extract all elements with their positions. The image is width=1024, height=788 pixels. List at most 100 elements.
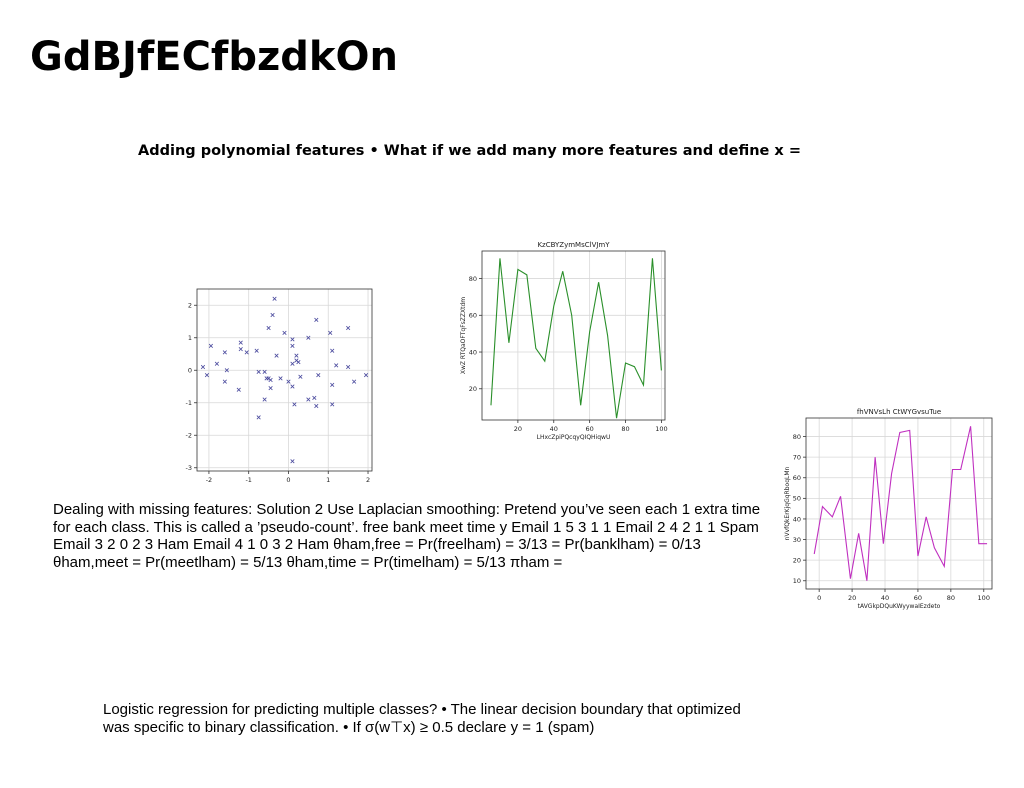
magenta-chart-y-tick-label: 10 [793,577,801,585]
green-chart-x-tick-label: 40 [550,425,558,433]
scatter-chart-point-marker [290,337,295,342]
scatter-chart-point [352,379,357,384]
scatter-chart-point [290,361,295,366]
green-chart-x-tick-label: 20 [514,425,522,433]
scatter-chart-point-marker [204,373,210,378]
scatter-chart-point [214,361,219,366]
scatter-chart-point [334,363,339,368]
green-chart-series-line [490,258,662,419]
scatter-chart-point-marker [274,353,279,358]
scatter-chart-point-marker [282,330,287,335]
magenta-chart-x-tick-label: 80 [947,594,955,602]
green-chart-y-tick-label: 60 [469,312,477,320]
scatter-chart-y-tick-label: -1 [186,399,192,407]
scatter-chart-point [363,373,369,378]
scatter-chart-point [296,360,301,365]
scatter-chart-point [290,384,295,389]
scatter-chart-y-tick-label: 0 [188,367,192,375]
scatter-chart-point-marker [290,384,295,389]
laplacian-smoothing-text: Dealing with missing features: Solution … [53,501,761,571]
magenta-chart-x-tick-label: 20 [848,594,856,602]
scatter-chart-point [278,376,283,381]
scatter-chart-point [314,317,319,322]
scatter-chart-point-marker [262,397,267,402]
scatter-chart-point-marker [262,369,267,374]
scatter-chart-point-marker [314,403,319,409]
scatter-chart-point [254,348,259,353]
scatter-chart-point-marker [292,402,297,407]
scatter-chart-point-marker [296,360,301,365]
magenta-chart-series-line [813,426,988,581]
scatter-chart-point-marker [256,369,261,374]
scatter-chart-point-marker [306,397,311,402]
scatter-chart-point-marker [316,373,321,378]
scatter-chart-point [294,353,299,358]
magenta-chart-y-axis-label: nVvfQkErKjqGqRboqLMn [784,466,791,540]
scatter-chart-point-marker [208,343,214,348]
scatter-chart-point [316,373,321,378]
green-chart-x-axis-label: LHxcZpiPQcqyQIQHiqwU [537,434,611,441]
scatter-chart-point [306,335,311,340]
scatter-chart-point-marker [290,343,295,348]
scatter-chart-point [330,402,335,407]
scatter-chart-point [328,330,333,335]
magenta-chart-y-tick-label: 40 [793,515,801,523]
scatter-chart-point [256,369,261,374]
scatter-chart-point-marker [346,364,351,370]
scatter-chart-point-marker [268,377,273,383]
scatter-chart-point [256,415,261,420]
scatter-chart-point-marker [298,374,303,379]
scatter-chart-point-marker [222,350,227,355]
slide-subtitle: Adding polynomial features • What if we … [138,143,801,159]
scatter-chart-point-marker [272,296,277,301]
scatter-chart-x-tick-label: 0 [286,476,290,484]
scatter-chart-point-marker [312,395,317,400]
green-chart-title: KzCBYZymMsClVJmY [537,241,610,249]
scatter-chart-point-marker [290,361,295,366]
scatter-chart-point [222,350,227,355]
scatter-chart-y-tick-label: 2 [188,302,192,310]
magenta-chart-y-tick-label: 30 [793,536,801,544]
scatter-chart-point-marker [266,325,271,331]
scatter-chart-point-marker [290,459,295,464]
scatter-chart-point-marker [330,402,335,407]
scatter-chart-point [330,382,335,387]
logistic-regression-text: Logistic regression for predicting multi… [103,701,741,736]
green-chart-y-tick-label: 80 [469,275,477,283]
scatter-chart-point-marker [314,317,319,322]
magenta-chart-x-axis-label: tAVGkpDQuKWyywaIEzdeto [858,603,941,610]
scatter-chart-point-marker [224,368,229,373]
scatter-chart-point-marker [278,376,283,381]
scatter-chart-point [346,364,351,370]
scatter-chart-point-marker [352,379,357,384]
scatter-chart-point [208,343,214,348]
magenta-chart-frame [805,417,993,590]
scatter-chart-point-marker [236,387,241,392]
green-chart-y-axis-label: XwZ RTQaOFTqFsZZXtdm [460,297,467,374]
green-chart-x-tick-label: 100 [655,425,667,433]
scatter-chart-point [290,337,295,342]
scatter-chart-point [262,369,267,374]
scatter-chart-point [236,387,241,392]
scatter-chart-point-marker [363,373,369,378]
scatter-chart-point-marker [286,379,291,384]
scatter-chart-point [244,350,249,355]
scatter-chart-point [238,340,243,345]
scatter-chart-point [204,373,210,378]
magenta-chart-y-tick-label: 70 [793,453,801,461]
magenta-chart-x-tick-label: 60 [914,594,922,602]
magenta-chart-x-tick-label: 40 [881,594,889,602]
scatter-chart-point [274,353,279,358]
scatter-chart-point [266,325,271,331]
scatter-chart-point-marker [294,353,299,358]
scatter-chart-point [312,395,317,400]
scatter-chart-point-marker [238,340,243,345]
scatter-chart-x-tick-label: 1 [326,476,330,484]
scatter-chart-point-marker [268,386,273,391]
scatter-chart-point [346,325,351,331]
magenta-chart-y-tick-label: 50 [793,495,801,503]
scatter-chart-point [314,403,319,409]
scatter-chart-point [292,402,297,407]
